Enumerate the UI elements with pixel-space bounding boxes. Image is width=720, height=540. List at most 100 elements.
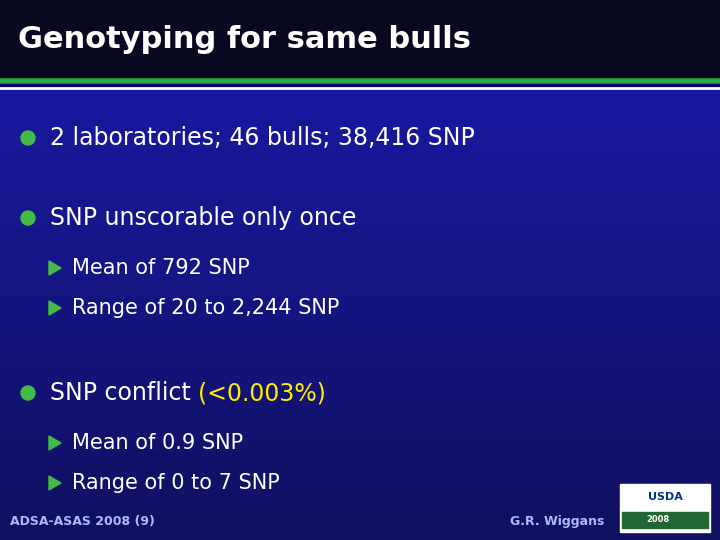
Bar <box>0 369 720 372</box>
Bar <box>0 238 720 240</box>
Bar <box>0 480 720 482</box>
Bar <box>0 93 720 95</box>
Bar <box>0 372 720 374</box>
Bar <box>0 185 720 187</box>
Bar <box>0 425 720 427</box>
Bar <box>0 146 720 148</box>
Bar <box>0 284 720 286</box>
Bar <box>0 471 720 473</box>
Bar <box>0 475 720 478</box>
Bar <box>0 240 720 242</box>
Bar <box>0 249 720 252</box>
Bar <box>0 409 720 411</box>
Bar <box>0 535 720 538</box>
Bar <box>0 307 720 309</box>
Bar <box>0 319 720 321</box>
Bar <box>0 393 720 395</box>
Bar <box>0 309 720 312</box>
Bar <box>0 460 720 462</box>
Bar <box>0 323 720 326</box>
Bar <box>0 441 720 443</box>
Bar <box>0 431 720 434</box>
Polygon shape <box>49 301 61 315</box>
Text: ADSA-ASAS 2008 (9): ADSA-ASAS 2008 (9) <box>10 515 155 528</box>
Bar <box>0 81 720 88</box>
Bar <box>0 111 720 113</box>
Bar <box>0 314 720 316</box>
Bar <box>0 505 720 508</box>
Text: 2008: 2008 <box>647 516 670 524</box>
Bar <box>0 264 720 266</box>
Bar <box>0 280 720 282</box>
Bar <box>0 438 720 441</box>
Bar <box>0 164 720 166</box>
Bar <box>0 531 720 533</box>
Bar <box>0 125 720 127</box>
Bar <box>0 245 720 247</box>
Bar <box>0 383 720 386</box>
Bar <box>0 450 720 453</box>
Bar <box>0 300 720 302</box>
Bar <box>0 328 720 330</box>
Bar <box>0 155 720 157</box>
Bar <box>0 201 720 204</box>
Bar <box>0 374 720 376</box>
Bar <box>0 411 720 413</box>
Bar <box>0 187 720 190</box>
Bar <box>0 296 720 298</box>
Bar <box>0 344 720 346</box>
Text: Mean of 0.9 SNP: Mean of 0.9 SNP <box>72 433 243 453</box>
Bar <box>0 429 720 431</box>
Bar <box>0 321 720 323</box>
Bar <box>0 178 720 180</box>
Bar <box>0 335 720 337</box>
Text: USDA: USDA <box>647 492 683 502</box>
Bar <box>0 491 720 494</box>
Bar <box>0 473 720 475</box>
Bar <box>0 400 720 402</box>
Bar <box>0 353 720 356</box>
Polygon shape <box>49 436 61 450</box>
Text: SNP conflict: SNP conflict <box>50 381 199 405</box>
Bar <box>0 533 720 535</box>
Bar <box>0 157 720 160</box>
Bar <box>0 137 720 139</box>
Bar <box>0 194 720 197</box>
Bar <box>0 482 720 485</box>
Bar <box>0 498 720 501</box>
Bar <box>0 512 720 515</box>
Bar <box>0 215 720 217</box>
Bar <box>0 466 720 469</box>
Bar <box>0 84 720 86</box>
Bar <box>0 197 720 199</box>
Bar <box>0 436 720 438</box>
Bar <box>0 418 720 420</box>
Bar <box>0 123 720 125</box>
Bar <box>0 86 720 88</box>
Bar <box>0 388 720 390</box>
Bar <box>622 512 708 528</box>
Bar <box>0 422 720 425</box>
Bar <box>0 160 720 162</box>
Text: G.R. Wiggans: G.R. Wiggans <box>510 515 604 528</box>
Text: 2 laboratories; 46 bulls; 38,416 SNP: 2 laboratories; 46 bulls; 38,416 SNP <box>50 126 474 150</box>
Bar <box>0 305 720 307</box>
Bar <box>0 519 720 522</box>
Bar <box>0 169 720 171</box>
Text: Range of 20 to 2,244 SNP: Range of 20 to 2,244 SNP <box>72 298 339 318</box>
Bar <box>0 104 720 107</box>
Bar <box>0 213 720 215</box>
Bar <box>0 508 720 510</box>
Bar <box>0 469 720 471</box>
Bar <box>0 386 720 388</box>
Bar <box>0 199 720 201</box>
Bar <box>0 231 720 233</box>
Bar <box>0 211 720 213</box>
Bar <box>0 346 720 349</box>
Text: SNP unscorable only once: SNP unscorable only once <box>50 206 356 230</box>
Bar <box>0 183 720 185</box>
Bar <box>0 277 720 280</box>
Bar <box>0 273 720 275</box>
Bar <box>0 402 720 404</box>
Bar <box>0 522 720 524</box>
